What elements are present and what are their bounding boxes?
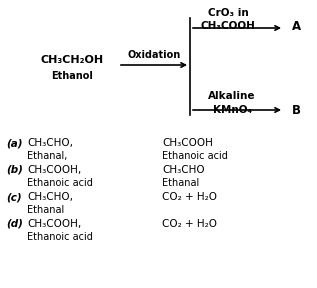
Text: CH₃COOH: CH₃COOH xyxy=(201,21,256,31)
Text: Alkaline: Alkaline xyxy=(208,91,256,101)
Text: Ethanal,: Ethanal, xyxy=(27,151,68,161)
Text: Ethanoic acid: Ethanoic acid xyxy=(27,178,93,188)
Text: Ethanol: Ethanol xyxy=(51,71,93,81)
Text: (c): (c) xyxy=(6,192,22,202)
Text: CH₃COOH,: CH₃COOH, xyxy=(27,165,81,175)
Text: CH₃CH₂OH: CH₃CH₂OH xyxy=(41,55,104,65)
Text: (a): (a) xyxy=(6,138,23,148)
Text: CH₃CHO,: CH₃CHO, xyxy=(27,192,73,202)
Text: A: A xyxy=(291,20,301,33)
Text: KMnO₄: KMnO₄ xyxy=(212,105,251,115)
Text: Ethanal: Ethanal xyxy=(162,178,199,188)
Text: (d): (d) xyxy=(6,219,23,229)
Text: B: B xyxy=(292,103,301,117)
Text: Ethanal: Ethanal xyxy=(27,205,64,215)
Text: CH₃COOH,: CH₃COOH, xyxy=(27,219,81,229)
Text: CO₂ + H₂O: CO₂ + H₂O xyxy=(162,192,217,202)
Text: CH₃COOH: CH₃COOH xyxy=(162,138,213,148)
Text: CH₃CHO: CH₃CHO xyxy=(162,165,205,175)
Text: CO₂ + H₂O: CO₂ + H₂O xyxy=(162,219,217,229)
Text: Ethanoic acid: Ethanoic acid xyxy=(162,151,228,161)
Text: CH₃CHO,: CH₃CHO, xyxy=(27,138,73,148)
Text: Ethanoic acid: Ethanoic acid xyxy=(27,232,93,242)
Text: (b): (b) xyxy=(6,165,23,175)
Text: CrO₃ in: CrO₃ in xyxy=(208,8,249,18)
Text: Oxidation: Oxidation xyxy=(127,50,181,60)
